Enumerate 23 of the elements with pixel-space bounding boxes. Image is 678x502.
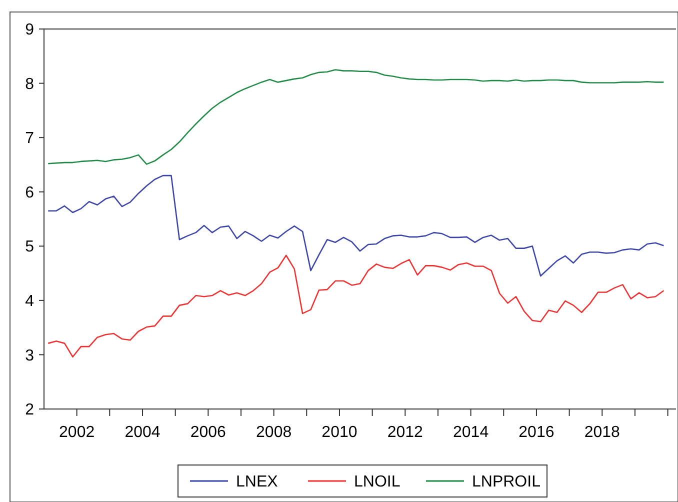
legend-label: LNEX [236, 474, 278, 491]
y-tick-label: 4 [25, 293, 34, 310]
y-tick-label: 9 [25, 22, 34, 39]
x-tick-label: 2008 [256, 424, 292, 441]
x-tick-label: 2012 [387, 424, 424, 441]
y-tick-label: 7 [25, 130, 34, 148]
line-series [47, 254, 664, 358]
legend-label: LNOIL [354, 474, 400, 491]
y-tick-label: 6 [25, 184, 34, 202]
y-tick-label: 5 [25, 238, 34, 256]
x-tick-label: 2016 [518, 424, 554, 441]
legend-label: LNPROIL [472, 474, 541, 491]
y-tick-label: 8 [25, 76, 34, 93]
x-tick-label: 2018 [584, 424, 620, 441]
line-series [47, 174, 664, 277]
x-tick-label: 2002 [59, 424, 95, 441]
x-tick-label: 2014 [453, 424, 489, 441]
y-tick-label: 2 [25, 402, 34, 419]
line-series [47, 69, 664, 165]
x-tick-label: 2006 [190, 424, 226, 441]
x-tick-label: 2010 [322, 424, 358, 441]
y-tick-label: 3 [25, 347, 34, 364]
x-tick-label: 2004 [124, 424, 160, 441]
